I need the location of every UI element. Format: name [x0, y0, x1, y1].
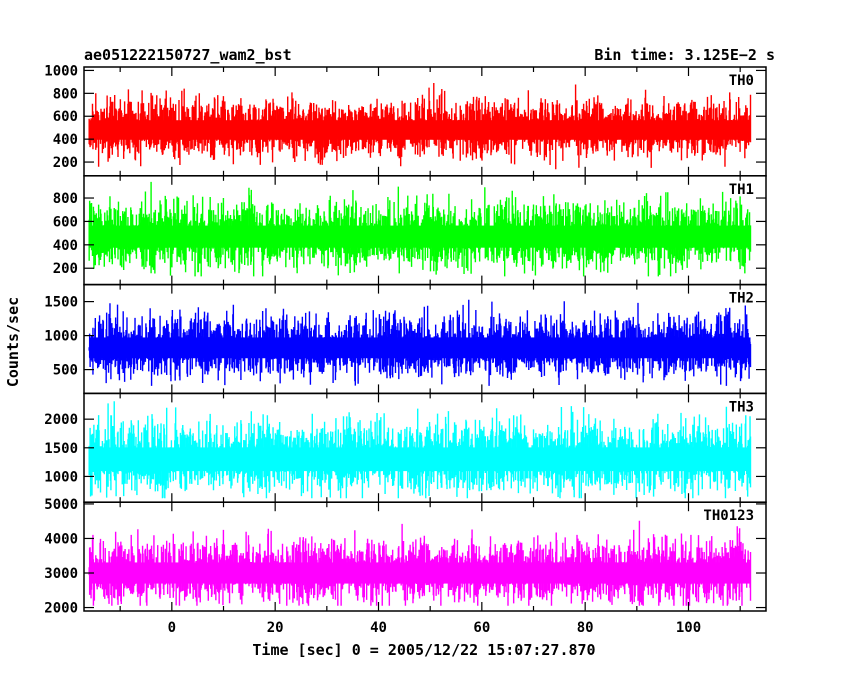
x-tick-label: 40 — [370, 620, 387, 636]
x-tick-label: 0 — [168, 620, 176, 636]
x-axis-label: Time [sec] 0 = 2005/12/22 15:07:27.870 — [252, 641, 595, 659]
y-tick-label: 1000 — [44, 329, 78, 345]
chart-title-right: Bin time: 3.125E−2 s — [594, 46, 775, 64]
panel-stack: TH02004006008001000TH1200400600800TH2500… — [44, 63, 767, 636]
y-tick-label: 2000 — [44, 412, 78, 428]
y-tick-label: 3000 — [44, 566, 78, 582]
series-core-th3 — [89, 447, 751, 472]
panel-label: TH1 — [729, 182, 754, 198]
y-tick-label: 400 — [53, 132, 78, 148]
y-tick-label: 2000 — [44, 601, 78, 617]
y-tick-label: 800 — [53, 86, 78, 102]
y-tick-label: 200 — [53, 155, 78, 171]
y-tick-label: 1000 — [44, 469, 78, 485]
y-tick-label: 5000 — [44, 497, 78, 513]
y-tick-label: 1500 — [44, 295, 78, 311]
panel-frame — [83, 501, 767, 612]
chart-title-left: ae051222150727_wam2_bst — [84, 46, 292, 64]
panel-label: TH3 — [729, 399, 754, 415]
series-core-th2 — [89, 337, 751, 359]
y-tick-label: 600 — [53, 109, 78, 125]
panel-label: TH2 — [729, 291, 754, 307]
x-tick-label: 20 — [267, 620, 284, 636]
y-tick-label: 500 — [53, 363, 78, 379]
y-tick-label: 1000 — [44, 63, 78, 79]
series-core-th0 — [89, 120, 751, 140]
panel-label: TH0123 — [703, 508, 754, 524]
y-tick-label: 600 — [53, 214, 78, 230]
panel-label: TH0 — [729, 73, 754, 89]
series-core-th1 — [89, 225, 751, 248]
x-tick-label: 60 — [473, 620, 490, 636]
y-axis-label: Counts/sec — [4, 297, 22, 387]
x-tick-label: 100 — [676, 620, 701, 636]
y-tick-label: 4000 — [44, 531, 78, 547]
y-tick-label: 400 — [53, 238, 78, 254]
y-tick-label: 200 — [53, 261, 78, 277]
x-tick-label: 80 — [577, 620, 594, 636]
y-tick-label: 800 — [53, 191, 78, 207]
y-tick-label: 1500 — [44, 441, 78, 457]
series-core-th0123 — [89, 562, 751, 584]
